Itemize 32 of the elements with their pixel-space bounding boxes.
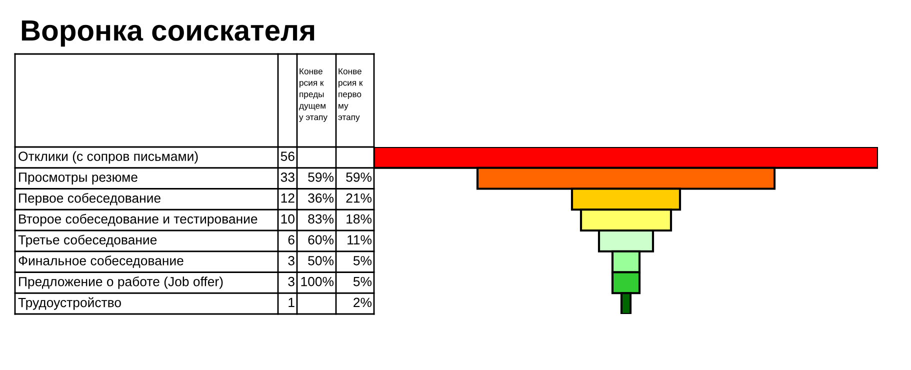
data-label: 59% — [308, 172, 334, 182]
data-label: 3 — [288, 276, 294, 286]
data-label: 5% — [353, 276, 372, 286]
category-label: Второе собеседование и тестирование — [19, 214, 258, 226]
category-label: Финальное собеседование — [18, 256, 184, 268]
data-label: 18% — [346, 214, 372, 224]
data-label: 3 — [288, 256, 294, 266]
text: Конве рсия к перво му этапу — [338, 68, 363, 122]
category-label: Трудоустройство — [18, 297, 121, 310]
category-label: Предложение о работе (Job offer) — [19, 276, 223, 289]
text: Воронка соискателя — [22, 20, 314, 47]
data-label: 10 — [281, 214, 294, 224]
data-label: 1 — [288, 298, 294, 307]
text: Конве рсия к преды дущем у этапу — [299, 68, 328, 122]
data-label: 2% — [354, 298, 372, 308]
data-label: 5% — [353, 256, 372, 266]
category-label: Просмотры резюме — [19, 172, 138, 184]
data-label: 12 — [281, 193, 294, 203]
category-label: Отклики (с сопров письмами) — [18, 151, 198, 164]
data-label: 36% — [308, 193, 334, 203]
data-label: 11% — [348, 235, 372, 244]
data-label: 56 — [280, 152, 294, 161]
data-label: 50% — [308, 256, 334, 266]
data-label: 21% — [346, 193, 372, 203]
category-label: Третье собеседование — [18, 234, 157, 248]
data-label: 100% — [301, 276, 334, 286]
data-label: 59% — [346, 172, 372, 182]
data-label: 60% — [308, 235, 334, 244]
category-label: Первое собеседование — [19, 192, 160, 206]
data-label: 83% — [308, 214, 334, 224]
data-label: 6 — [288, 235, 294, 244]
data-label: 33 — [280, 172, 294, 182]
